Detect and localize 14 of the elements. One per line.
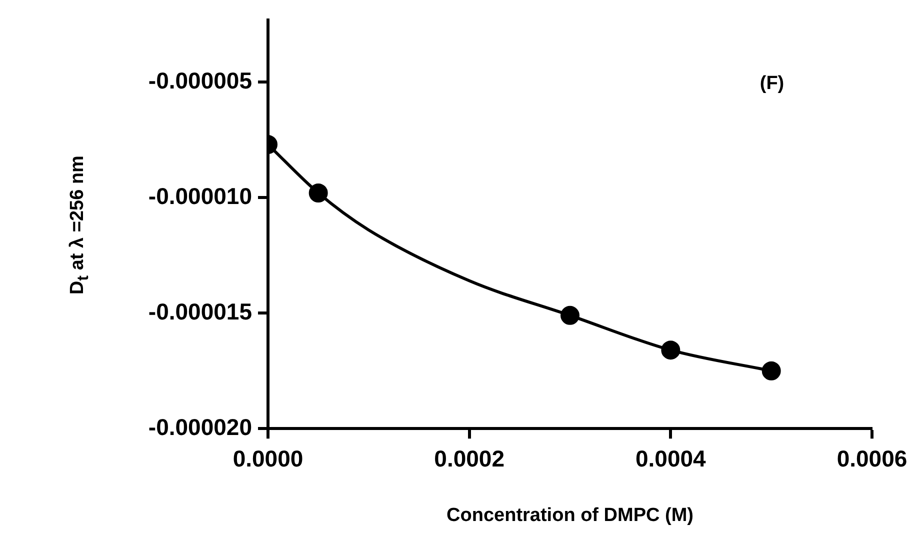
point (661, 340, 680, 360)
y-tick-label: -0.000015 (148, 298, 252, 324)
x-axis-title: Concentration of DMPC (M) (446, 504, 694, 526)
point (308, 184, 328, 203)
point (560, 306, 580, 325)
x-tick-label: 0.0006 (836, 446, 908, 472)
y-tick-label: -0.000010 (148, 182, 252, 209)
point (762, 361, 781, 380)
annotation: (F) (760, 73, 784, 94)
y-tick-label: -0.000005 (148, 68, 252, 94)
x-tick-label: 0.0002 (434, 446, 505, 472)
x-tick-label: 0.0004 (635, 446, 706, 472)
y-tick-label: -0.000020 (148, 414, 252, 440)
x-tick-label: 0.0000 (232, 446, 304, 472)
